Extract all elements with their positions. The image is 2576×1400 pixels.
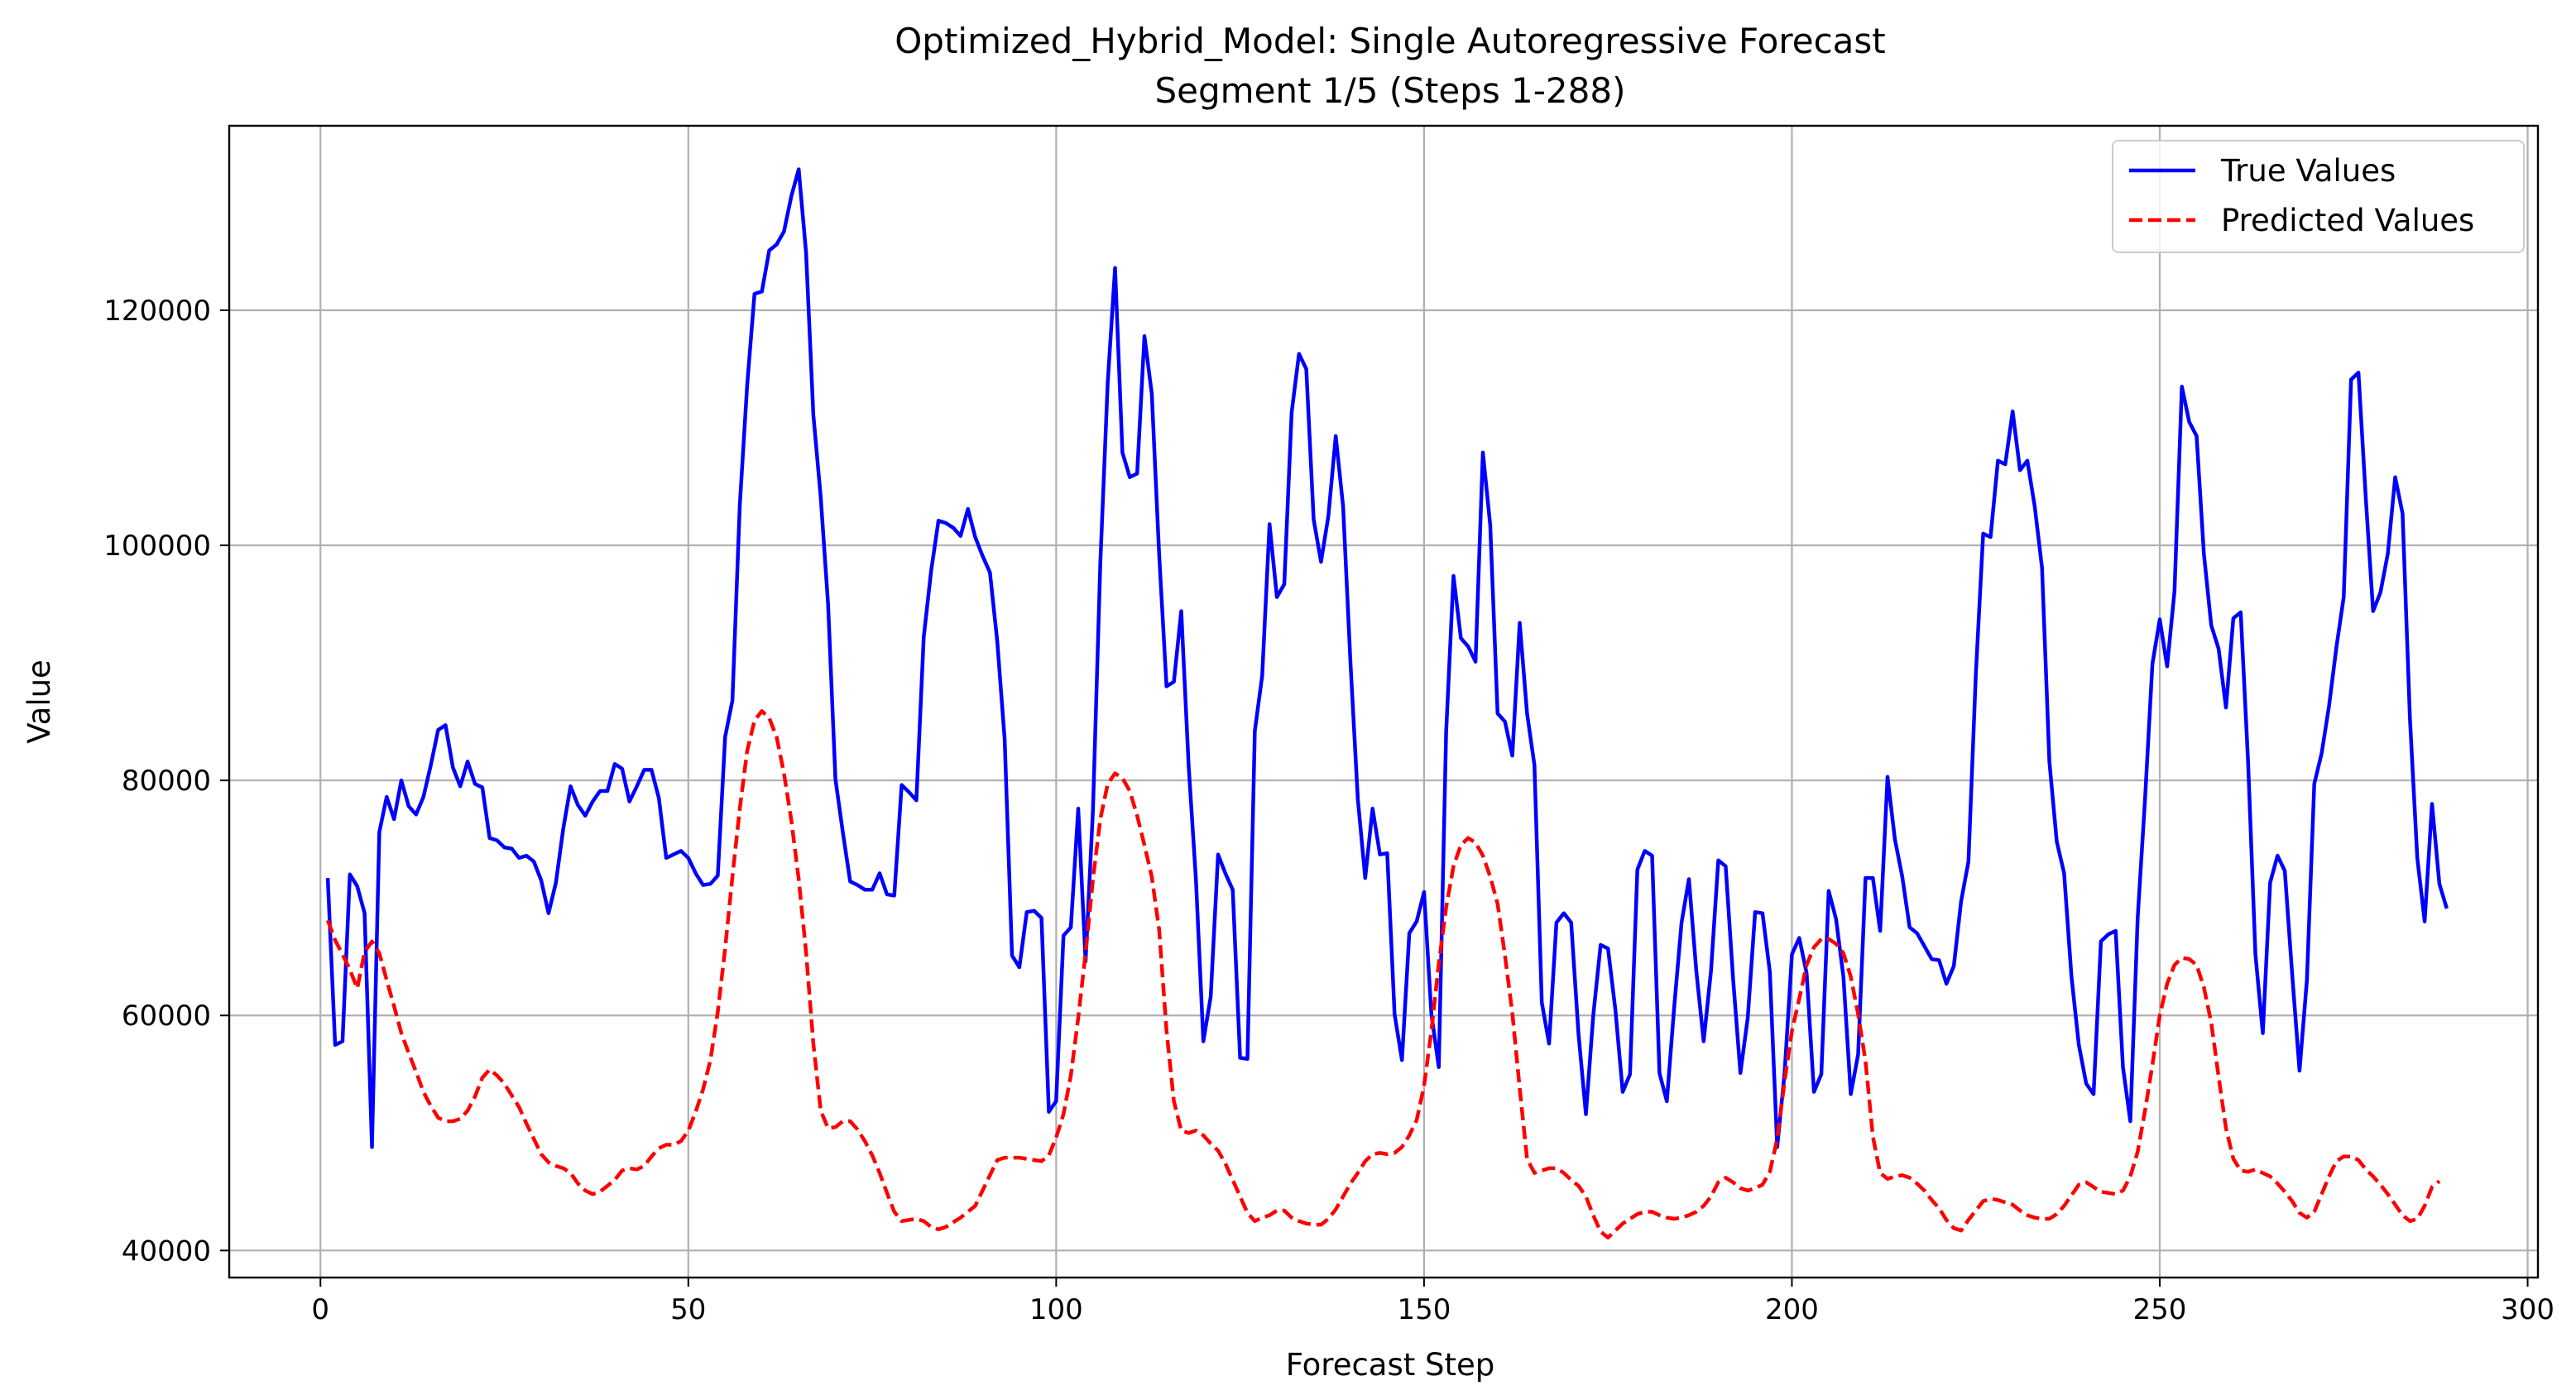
chart-title: Optimized_Hybrid_Model: Single Autoregre…	[895, 21, 1886, 61]
y-tick-label: 40000	[122, 1235, 211, 1268]
legend-label-predicted: Predicted Values	[2221, 203, 2474, 238]
grid-lines	[229, 126, 2538, 1278]
x-tick-label: 0	[311, 1293, 329, 1326]
y-tick-label: 80000	[122, 765, 211, 798]
plot-lines	[325, 167, 2449, 1239]
y-tick-label: 120000	[103, 295, 211, 328]
x-tick-label: 150	[1397, 1293, 1451, 1326]
x-axis: 0 50 100 150 200 250 300	[311, 1278, 2554, 1326]
y-tick-label: 100000	[103, 530, 211, 563]
x-axis-label: Forecast Step	[1286, 1347, 1495, 1383]
legend-box	[2112, 140, 2525, 253]
legend-label-true: True Values	[2220, 153, 2396, 189]
x-tick-label: 100	[1029, 1293, 1083, 1326]
y-axis: 40000 60000 80000 100000 120000	[103, 295, 229, 1268]
y-tick-label: 60000	[122, 1000, 211, 1033]
x-tick-label: 200	[1765, 1293, 1819, 1326]
legend: True Values Predicted Values	[2112, 140, 2525, 253]
x-tick-label: 250	[2133, 1293, 2187, 1326]
chart-subtitle: Segment 1/5 (Steps 1-288)	[1155, 70, 1626, 111]
plot-frame	[228, 124, 2540, 1279]
x-tick-label: 50	[670, 1293, 706, 1326]
series-line-predicted-values	[325, 709, 2441, 1239]
x-tick-label: 300	[2501, 1293, 2554, 1326]
y-axis-label: Value	[22, 659, 57, 744]
series-line-true-values	[325, 167, 2449, 1149]
